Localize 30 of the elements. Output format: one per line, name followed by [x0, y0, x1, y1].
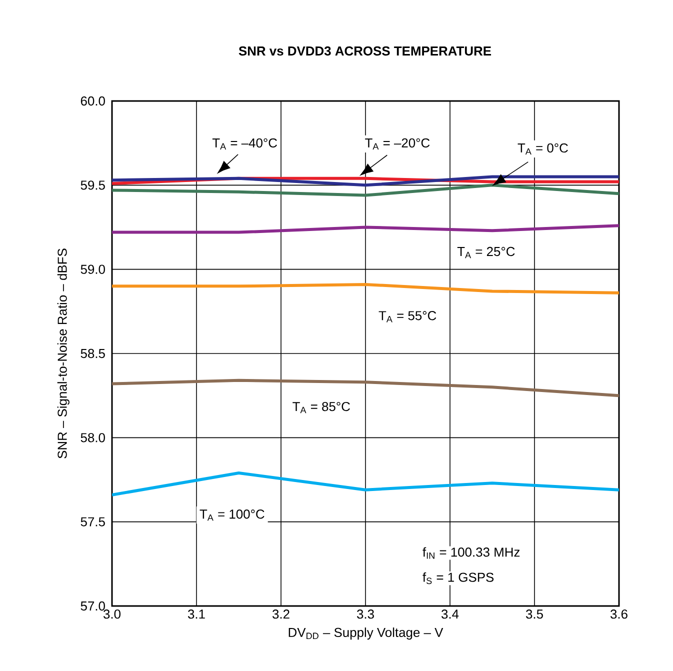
- annotation: f$_{S}$ = 1 GSPS: [422, 572, 494, 584]
- x-tick-label: 3.0: [104, 610, 121, 619]
- text: T$_{A}$ = –20°C: [365, 138, 430, 150]
- line-series: [112, 282, 619, 294]
- y-tick-label: 57.0: [80, 601, 105, 611]
- chart-title: SNR vs DVDD3 ACROSS TEMPERATURE: [238, 46, 492, 56]
- y-tick-label: 59.5: [80, 180, 105, 190]
- y-tick-label: 57.5: [80, 517, 105, 526]
- text: T$_{A}$ = 0°C: [518, 143, 568, 155]
- y-tick-label: 58.0: [80, 433, 105, 442]
- y-tick-label: 59.0: [80, 264, 105, 274]
- x-tick-label: 3.1: [188, 610, 205, 619]
- text: T$_{A}$ = 100°C: [200, 510, 264, 521]
- series-label: T$_{A}$ = 25°C: [457, 246, 515, 258]
- series-label: T$_{A}$ = 85°C: [292, 402, 350, 414]
- x-tick-label: 3.4: [442, 610, 459, 619]
- line-series: [112, 378, 619, 398]
- series-label: T$_{A}$ = 55°C: [378, 311, 436, 322]
- line-series: [112, 472, 619, 496]
- text: T$_{A}$ = –40°C: [212, 138, 277, 150]
- x-tick-label: 3.2: [272, 610, 290, 619]
- x-axis-title: DV$_{DD}$ – Supply Voltage – V: [288, 628, 444, 640]
- line-series: [112, 224, 619, 234]
- y-tick-label: 58.5: [80, 348, 105, 358]
- x-tick-label: 3.5: [526, 610, 543, 619]
- annotation: f$_{IN}$ = 100.33 MHz: [422, 547, 520, 559]
- y-tick-label: 60.0: [80, 96, 105, 106]
- x-tick-label: 3.6: [610, 610, 628, 619]
- y-axis-title: SNR – Signal-to-Noise Ratio – dBFS: [57, 248, 70, 458]
- x-tick-label: 3.3: [357, 610, 374, 619]
